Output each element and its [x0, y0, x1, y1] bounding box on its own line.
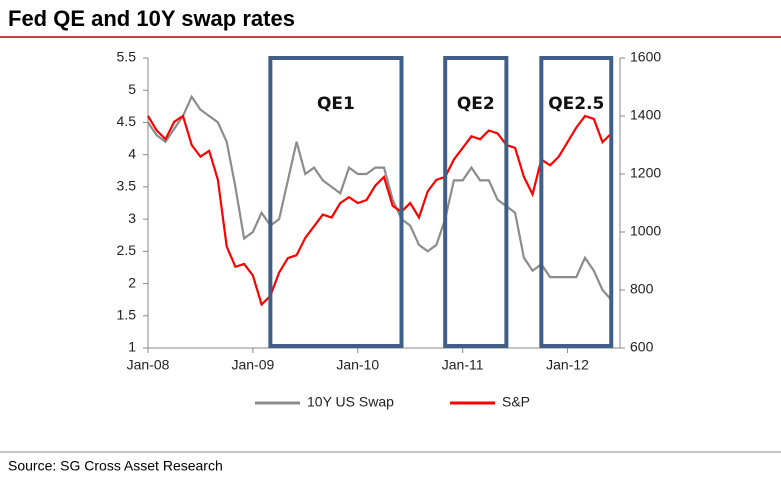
y-tick-label: 3: [128, 210, 136, 226]
y2-tick-label: 1000: [630, 223, 661, 239]
y-tick-label: 5: [128, 81, 136, 97]
y-tick-label: 1.5: [117, 306, 137, 322]
y-tick-label: 2: [128, 274, 136, 290]
y2-tick-label: 600: [630, 339, 654, 355]
x-tick-label: Jan-09: [231, 357, 274, 373]
y-tick-label: 2.5: [117, 242, 137, 258]
y2-tick-label: 800: [630, 281, 654, 297]
qe-label: QE2: [457, 94, 495, 114]
y2-tick-label: 1600: [630, 49, 661, 65]
legend-label: 10Y US Swap: [307, 394, 394, 410]
y-tick-label: 4.5: [117, 113, 137, 129]
x-tick-label: Jan-08: [127, 357, 170, 373]
series-line: [147, 94, 613, 301]
source: Source: SG Cross Asset Research: [8, 458, 223, 474]
qe-label: QE1: [317, 94, 355, 114]
chart-title: Fed QE and 10Y swap rates: [8, 6, 295, 31]
y-tick-label: 5.5: [117, 49, 137, 65]
qe-box: [268, 56, 404, 348]
y2-tick-label: 1400: [630, 107, 661, 123]
qe-label: QE2.5: [548, 94, 604, 114]
x-tick-label: Jan-12: [546, 357, 589, 373]
legend-label: S&P: [502, 394, 530, 410]
y-tick-label: 4: [128, 145, 136, 161]
qe-box: [443, 56, 509, 348]
series-line: [147, 114, 613, 307]
qe-box: [539, 56, 614, 348]
y2-tick-label: 1200: [630, 165, 661, 181]
x-tick-label: Jan-10: [336, 357, 379, 373]
x-tick-label: Jan-11: [442, 357, 484, 373]
y-tick-label: 3.5: [117, 178, 137, 194]
y-tick-label: 1: [128, 339, 136, 355]
